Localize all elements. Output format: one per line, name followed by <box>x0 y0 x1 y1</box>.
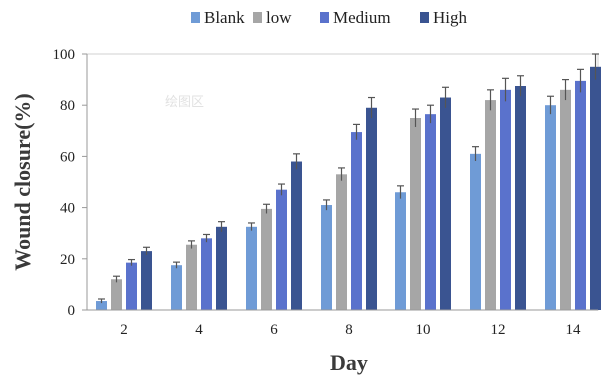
legend: Blank low Medium High <box>191 8 468 27</box>
y-tick-label: 80 <box>60 98 75 114</box>
bar-medium-day-8 <box>351 132 362 310</box>
bar-low-day-4 <box>186 244 197 310</box>
legend-label-high: High <box>433 8 468 27</box>
x-tick-label: 8 <box>345 322 353 338</box>
legend-swatch-low <box>253 12 262 23</box>
bar-blank-day-6 <box>246 226 257 310</box>
bar-medium-day-2 <box>126 262 137 310</box>
bar-high-day-4 <box>216 226 227 310</box>
bar-low-day-2 <box>111 279 122 310</box>
bar-medium-day-4 <box>201 238 212 310</box>
y-tick-label: 60 <box>60 149 75 165</box>
x-tick-label: 12 <box>491 322 506 338</box>
bar-medium-day-12 <box>500 89 511 310</box>
bar-medium-day-6 <box>276 189 287 310</box>
legend-label-medium: Medium <box>333 8 391 27</box>
error-bars-layer <box>98 53 599 304</box>
bar-high-day-6 <box>291 161 302 310</box>
bar-low-day-6 <box>261 208 272 310</box>
bar-high-day-12 <box>515 86 526 310</box>
x-tick-label: 10 <box>416 322 431 338</box>
bar-blank-day-2 <box>96 301 107 310</box>
x-axis-ticks: 2 4 6 8 10 12 14 <box>120 322 581 338</box>
watermark-text: 绘图区 <box>165 95 204 110</box>
y-tick-label: 0 <box>68 303 76 319</box>
bar-high-day-2 <box>141 251 152 310</box>
x-tick-label: 14 <box>566 322 582 338</box>
bar-blank-day-8 <box>321 205 332 310</box>
legend-swatch-medium <box>320 12 329 23</box>
bar-blank-day-4 <box>171 265 182 310</box>
bar-high-day-14 <box>590 66 601 310</box>
bar-low-day-8 <box>336 174 347 310</box>
bar-low-day-12 <box>485 100 496 310</box>
y-axis-ticks: 0 20 40 60 80 100 <box>53 47 87 319</box>
bars-layer <box>96 66 601 311</box>
bar-blank-day-14 <box>545 105 556 310</box>
bar-medium-day-10 <box>425 114 436 310</box>
x-tick-label: 4 <box>195 322 203 338</box>
y-tick-label: 100 <box>53 47 76 63</box>
bar-low-day-14 <box>560 89 571 310</box>
legend-swatch-blank <box>191 12 200 23</box>
legend-label-blank: Blank <box>204 8 245 27</box>
bar-blank-day-10 <box>395 192 406 310</box>
y-tick-label: 40 <box>60 201 75 217</box>
legend-label-low: low <box>266 8 292 27</box>
bar-high-day-10 <box>440 97 451 311</box>
bar-blank-day-12 <box>470 153 481 310</box>
y-axis-title: Wound closure(%) <box>10 93 35 270</box>
legend-swatch-high <box>420 12 429 23</box>
bar-medium-day-14 <box>575 80 586 310</box>
x-tick-label: 6 <box>270 322 278 338</box>
x-axis-title: Day <box>330 350 368 375</box>
y-tick-label: 20 <box>60 252 75 268</box>
bar-high-day-8 <box>366 107 377 310</box>
x-tick-label: 2 <box>120 322 128 338</box>
bar-low-day-10 <box>410 118 421 310</box>
